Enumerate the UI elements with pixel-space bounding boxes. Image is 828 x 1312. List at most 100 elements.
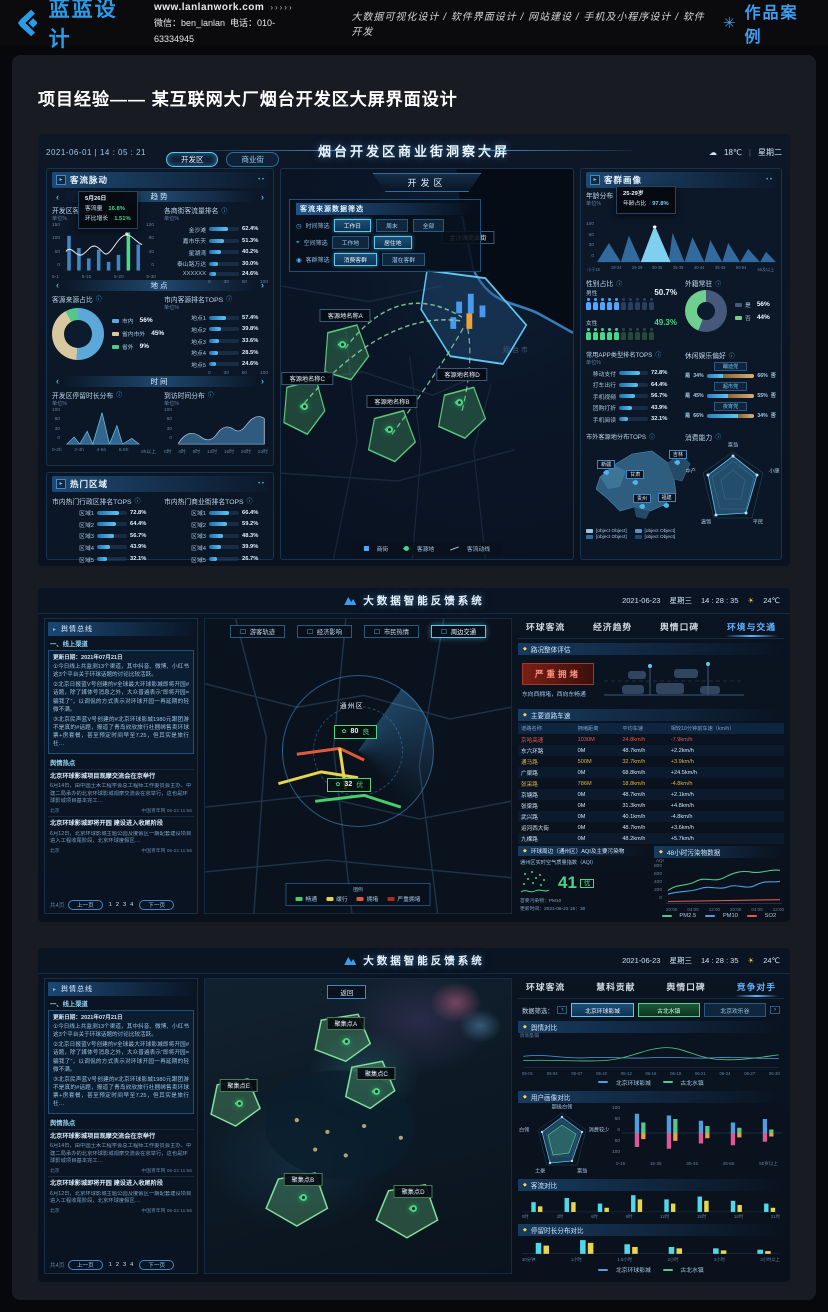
d3-tab[interactable]: 慧科贡献 <box>596 982 636 992</box>
rank-bar-row: 区域1 66.4% <box>191 509 259 518</box>
prev-arrow-icon[interactable]: ‹ <box>56 376 59 387</box>
origin-pin[interactable]: 贵州 <box>632 494 652 511</box>
prev-page-button[interactable]: 上一页 <box>67 1260 103 1270</box>
d2-tab[interactable]: 舆情口碑 <box>660 622 700 632</box>
info-icon[interactable]: ⓘ <box>649 434 656 441</box>
prev-arrow-icon[interactable]: ‹ <box>56 191 59 202</box>
filter-option[interactable]: 北京欢乐谷 <box>703 1003 766 1017</box>
info-icon[interactable]: ⓘ <box>116 393 123 400</box>
zone-tag[interactable]: 开发区 <box>372 173 482 192</box>
filter-option[interactable]: 工作日 <box>333 219 372 232</box>
d1-map[interactable]: 开发区 <box>280 168 574 560</box>
cluster-label[interactable]: 聚集点E <box>219 1078 259 1092</box>
info-icon[interactable]: ⓘ <box>134 499 141 506</box>
district-label: 通州区 <box>339 703 364 711</box>
chart-city-source-rank: 市内客源排名TOPS ⓘ 单位% 地点1 57.4% 地点2 39.8% 地点3 33.6%… <box>164 292 268 377</box>
more-dots-icon[interactable]: • • <box>766 177 772 183</box>
d2-weekday: 星期三 <box>669 596 692 605</box>
site-url[interactable]: www.lanlanwork.com <box>153 2 265 14</box>
origin-pin[interactable]: 吉林 <box>668 449 687 466</box>
page-number[interactable]: 4 <box>130 1262 134 1268</box>
filter-prev-icon[interactable]: ‹ <box>557 1006 568 1014</box>
page-number[interactable]: 1 <box>108 902 112 908</box>
info-icon[interactable]: ⓘ <box>95 297 102 304</box>
layer-toggle[interactable]: ☐ 游客轨迹 <box>229 625 285 638</box>
info-icon[interactable]: ⓘ <box>655 353 662 359</box>
filter-option[interactable]: 消费客群 <box>333 253 377 266</box>
info-icon[interactable]: ⓘ <box>207 393 214 400</box>
layer-toggle[interactable]: ☐ 市民热情 <box>364 625 420 638</box>
filter-option[interactable]: 北京环球影城 <box>571 1003 634 1017</box>
page-number[interactable]: 3 <box>123 902 127 908</box>
news-article[interactable]: 北京环球影城即将开园 建设进入收尾阶段 6月12日，北京环球影城主题公园及度假区… <box>48 816 194 856</box>
info-icon[interactable]: ⓘ <box>715 435 722 442</box>
back-button[interactable]: 返回 <box>327 985 367 999</box>
d1-tab[interactable]: 商业街 <box>226 151 279 167</box>
origin-pin[interactable]: 福建 <box>657 492 676 509</box>
prev-arrow-icon[interactable]: ‹ <box>56 280 59 291</box>
next-page-button[interactable]: 下一页 <box>139 1260 175 1270</box>
d2-tab[interactable]: 经济趋势 <box>593 622 633 632</box>
panel-title: 客群画像 <box>604 175 643 185</box>
map-label-source[interactable]: 客源地名称A <box>319 309 371 323</box>
news-article[interactable]: 北京环球影城项目观摩交流会在京举行 6月14日，由中国土木工程学会总工程师工作委… <box>48 1129 194 1176</box>
cases-button[interactable]: ✳ 作品案例 <box>723 0 812 47</box>
next-page-button[interactable]: 下一页 <box>139 900 175 910</box>
next-arrow-icon[interactable]: › <box>261 280 264 291</box>
filter-next-icon[interactable]: › <box>770 1006 780 1014</box>
page-number[interactable]: 1 <box>108 1262 112 1268</box>
map-label-source[interactable]: 客源地名称C <box>281 371 333 385</box>
news-article[interactable]: 北京环球影城项目观摩交流会在京举行 6月14日，由中国土木工程学会总工程师工作委… <box>48 769 194 816</box>
d1-tab[interactable]: 开发区 <box>165 151 219 167</box>
page-number[interactable]: 2 <box>115 1262 119 1268</box>
layer-toggle[interactable]: ☐ 周边交通 <box>431 625 487 638</box>
prev-page-button[interactable]: 上一页 <box>67 900 103 910</box>
page-number[interactable]: 3 <box>123 1262 127 1268</box>
d2-tab[interactable]: 环境与交通 <box>725 622 778 637</box>
d2-map[interactable]: ☐ 游客轨迹 ☐ 经济影响 ☐ 市民热情 ☐ 周边交通 通州区 ✿ 80 良 ✿ 32 优 图例 畅通… <box>204 618 512 914</box>
info-icon[interactable]: ⓘ <box>616 281 623 288</box>
d3-map[interactable]: 返回 聚集点A 聚集点E 聚集点C 聚集点B 聚集点D <box>204 978 512 1274</box>
legend-item: 畅通 <box>295 894 317 903</box>
filter-option[interactable]: 古北水镇 <box>637 1003 700 1017</box>
aqi-badge[interactable]: ✿ 32 优 <box>327 777 372 792</box>
filter-option[interactable]: 全部 <box>412 219 445 232</box>
more-dots-icon[interactable]: • • <box>258 480 264 487</box>
d3-tab[interactable]: 环球客流 <box>526 982 566 992</box>
cluster-label[interactable]: 聚集点B <box>283 1173 323 1187</box>
next-arrow-icon[interactable]: › <box>261 376 264 387</box>
firework-icon: ✳ <box>722 15 738 32</box>
layer-toggle[interactable]: ☐ 经济影响 <box>296 625 352 638</box>
aqi-badge[interactable]: ✿ 80 良 <box>333 724 378 739</box>
d3-tab[interactable]: 竞争对手 <box>734 982 779 997</box>
next-arrow-icon[interactable]: › <box>261 191 264 202</box>
filter-option[interactable]: 工作地 <box>331 236 370 249</box>
info-icon[interactable]: ⓘ <box>715 281 722 288</box>
info-icon[interactable]: ⓘ <box>728 353 735 360</box>
more-dots-icon[interactable]: • • <box>258 177 264 183</box>
map-label-source[interactable]: 客源地名称D <box>436 367 488 381</box>
d2-tab[interactable]: 环球客流 <box>526 622 566 632</box>
filter-option[interactable]: 潜在客群 <box>381 253 426 266</box>
cluster-label[interactable]: 聚集点D <box>393 1184 433 1198</box>
map-label-source[interactable]: 客源地名称B <box>366 395 418 409</box>
origin-pin[interactable]: 新疆 <box>597 459 616 476</box>
cluster-label[interactable]: 聚集点C <box>356 1067 396 1081</box>
cluster-label[interactable]: 聚集点A <box>326 1017 366 1031</box>
page-number[interactable]: 4 <box>130 902 134 908</box>
news-article[interactable]: 北京环球影城即将开园 建设进入收尾阶段 6月12日，北京环球影城主题公园及度假区… <box>48 1176 194 1216</box>
filter-option[interactable]: 居住地 <box>374 236 412 249</box>
info-icon[interactable]: ⓘ <box>226 297 233 304</box>
sidebar-title: 舆情总线 <box>61 986 94 993</box>
filter-option[interactable]: 周末 <box>376 219 408 232</box>
logo[interactable]: 蓝蓝设计 <box>16 0 136 53</box>
lanlan-logo-icon <box>17 9 37 37</box>
origin-pin[interactable]: 甘肃 <box>626 470 645 487</box>
page-number[interactable]: 2 <box>115 902 119 908</box>
d3-tab[interactable]: 舆情口碑 <box>666 982 706 992</box>
info-icon[interactable]: ⓘ <box>246 499 253 506</box>
section-title: 停留时长分布对比 <box>530 1228 584 1236</box>
info-icon[interactable]: ⓘ <box>221 208 228 215</box>
